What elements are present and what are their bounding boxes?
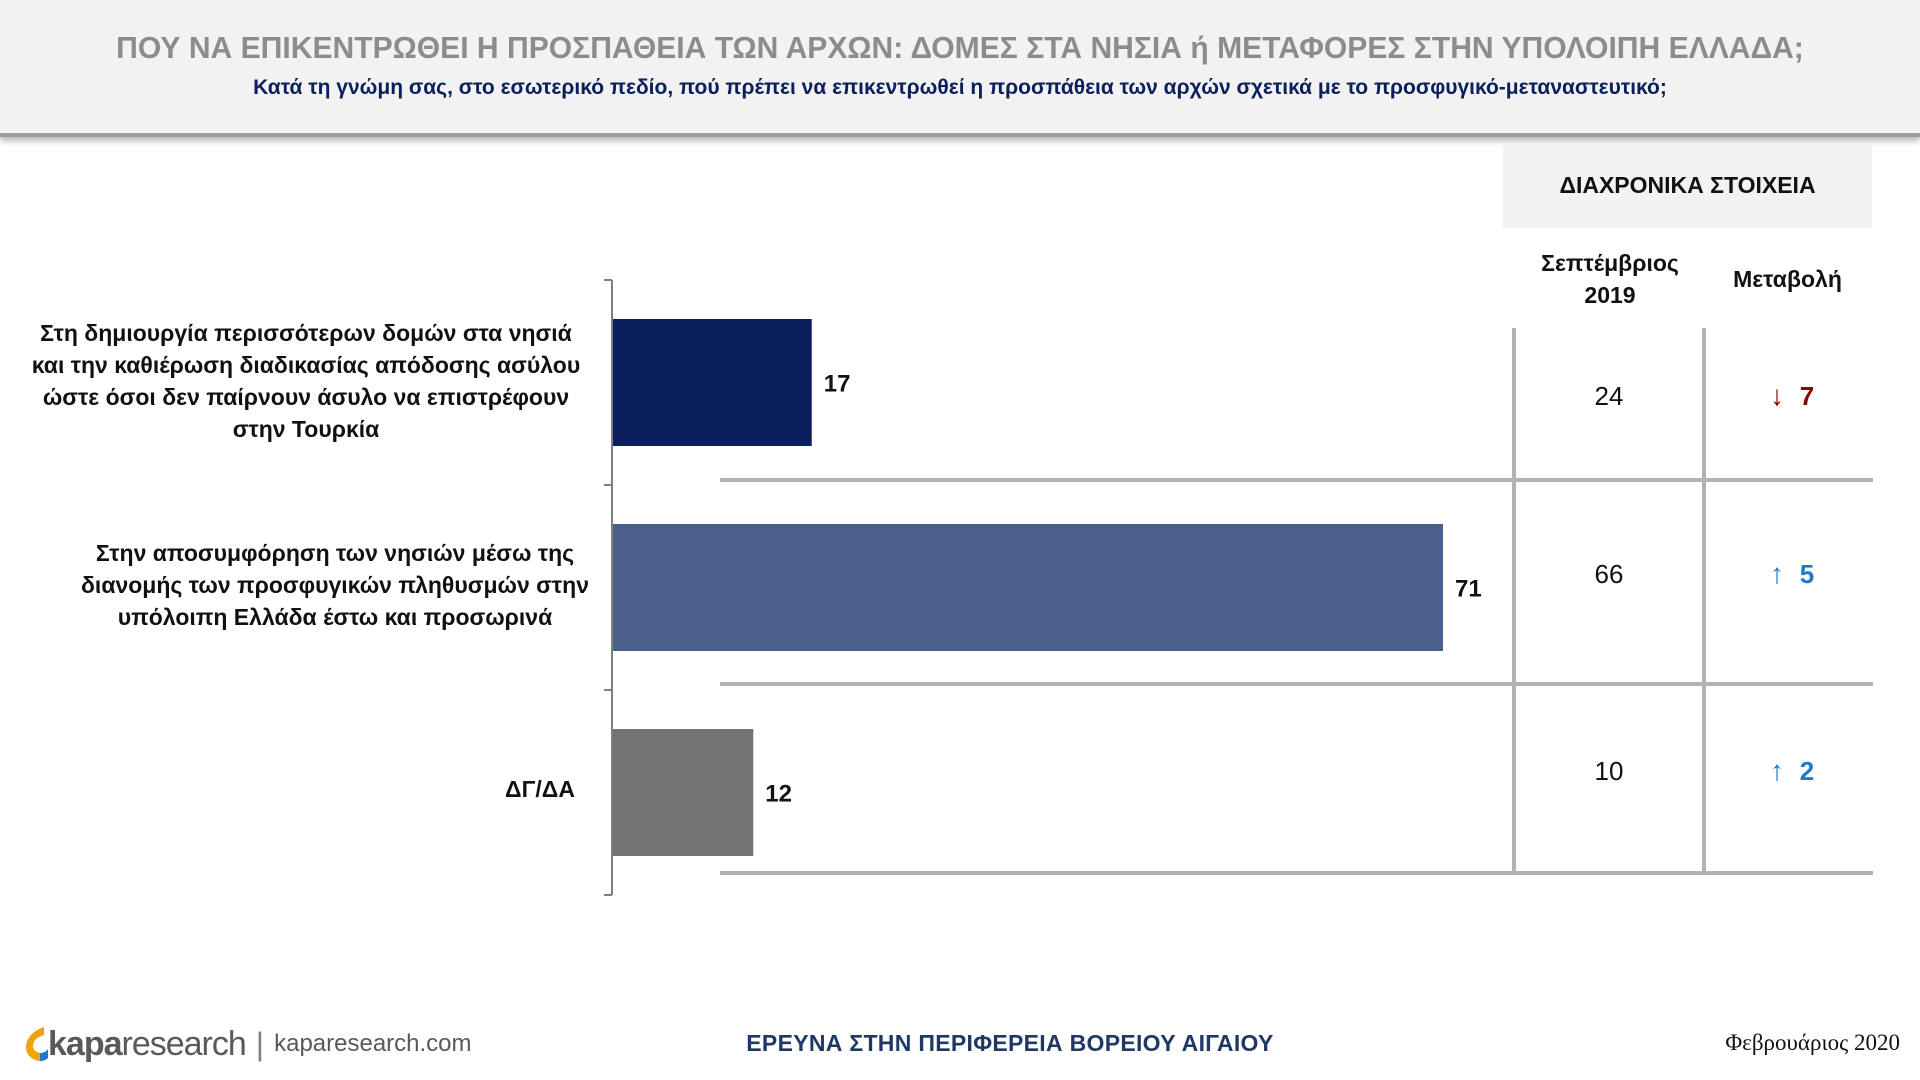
category-label-line: Στην αποσυμφόρηση των νησιών μέσω της	[95, 540, 575, 566]
bar	[613, 729, 754, 856]
column-header-period: Σεπτέμβριος 2019	[1510, 247, 1710, 311]
category-label-line: Στη δημιουργία περισσότερων δομών στα νη…	[40, 320, 572, 346]
historical-table: 24 ↓ 7 66 ↑ 5 10 ↑ 2	[720, 328, 1873, 875]
category-label-line: στην Τουρκία	[232, 416, 380, 442]
column-header-period-year: 2019	[1584, 282, 1636, 308]
logo-research-text: research	[121, 1024, 247, 1063]
page-title: ΠΟΥ ΝΑ ΕΠΙΚΕΝΤΡΩΘΕΙ Η ΠΡΟΣΠΑΘΕΙΑ ΤΩΝ ΑΡΧ…	[116, 30, 1804, 65]
header-banner: ΠΟΥ ΝΑ ΕΠΙΚΕΝΤΡΩΘΕΙ Η ΠΡΟΣΠΑΘΕΙΑ ΤΩΝ ΑΡΧ…	[0, 0, 1920, 137]
bar-value-label: 12	[765, 781, 792, 808]
category-label-line: ΔΓ/ΔΑ	[505, 776, 575, 802]
historical-previous-value: 10	[1595, 756, 1624, 786]
bar	[613, 524, 1443, 651]
page-subtitle: Κατά τη γνώμη σας, στο εσωτερικό πεδίο, …	[253, 76, 1667, 99]
arrow-up-icon: ↑	[1770, 755, 1784, 786]
survey-date: Φεβρουάριος 2020	[1725, 1030, 1900, 1055]
historical-change-value: 2	[1800, 756, 1814, 786]
bar-value-label: 17	[824, 371, 851, 398]
category-label-2: Στην αποσυμφόρηση των νησιών μέσω της δι…	[20, 537, 650, 633]
category-label-line: ώστε όσοι δεν παίρνουν άσυλο να επιστρέφ…	[42, 384, 570, 410]
historical-title: ΔΙΑΧΡΟΝΙΚΑ ΣΤΟΙΧΕΙΑ	[1559, 172, 1816, 198]
logo-mark-icon	[26, 1027, 48, 1061]
historical-previous-value: 24	[1595, 381, 1624, 411]
category-label-line: και την καθιέρωση διαδικασίας απόδοσης α…	[31, 352, 581, 378]
bar-value-label: 71	[1455, 576, 1482, 603]
category-label-1: Στη δημιουργία περισσότερων δομών στα νη…	[20, 317, 592, 445]
chart-bars: 17 71 12	[613, 319, 1482, 856]
arrow-down-icon: ↓	[1770, 380, 1784, 411]
chart-axis	[604, 279, 613, 896]
column-header-change: Μεταβολή	[1733, 266, 1842, 292]
logo-kapa-text: kapa	[48, 1024, 122, 1063]
historical-change-value: 7	[1800, 381, 1814, 411]
category-label-line: διανομής των προσφυγικών πληθυσμών στην	[80, 572, 589, 598]
survey-region-caption: ΕΡΕΥΝΑ ΣΤΗΝ ΠΕΡΙΦΕΡΕΙΑ ΒΟΡΕΙΟΥ ΑΙΓΑΙΟΥ	[746, 1030, 1274, 1056]
historical-previous-value: 66	[1595, 559, 1624, 589]
category-label-line: υπόλοιπη Ελλάδα έστω και προσωρινά	[117, 604, 553, 630]
historical-change-value: 5	[1800, 559, 1814, 589]
column-header-period-month: Σεπτέμβριος	[1541, 250, 1679, 276]
historical-header-box: ΔΙΑΧΡΟΝΙΚΑ ΣΤΟΙΧΕΙΑ	[1503, 143, 1872, 228]
kapa-research-logo: kapa research | kaparesearch.com	[22, 1022, 472, 1066]
bar	[613, 319, 812, 446]
logo-url: kaparesearch.com	[274, 1030, 472, 1057]
arrow-up-icon: ↑	[1770, 558, 1784, 589]
category-label-3: ΔΓ/ΔΑ	[460, 773, 620, 805]
logo-separator: |	[255, 1025, 265, 1062]
